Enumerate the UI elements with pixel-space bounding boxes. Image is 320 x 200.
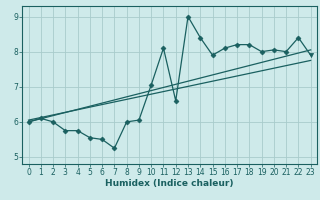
X-axis label: Humidex (Indice chaleur): Humidex (Indice chaleur) <box>105 179 234 188</box>
